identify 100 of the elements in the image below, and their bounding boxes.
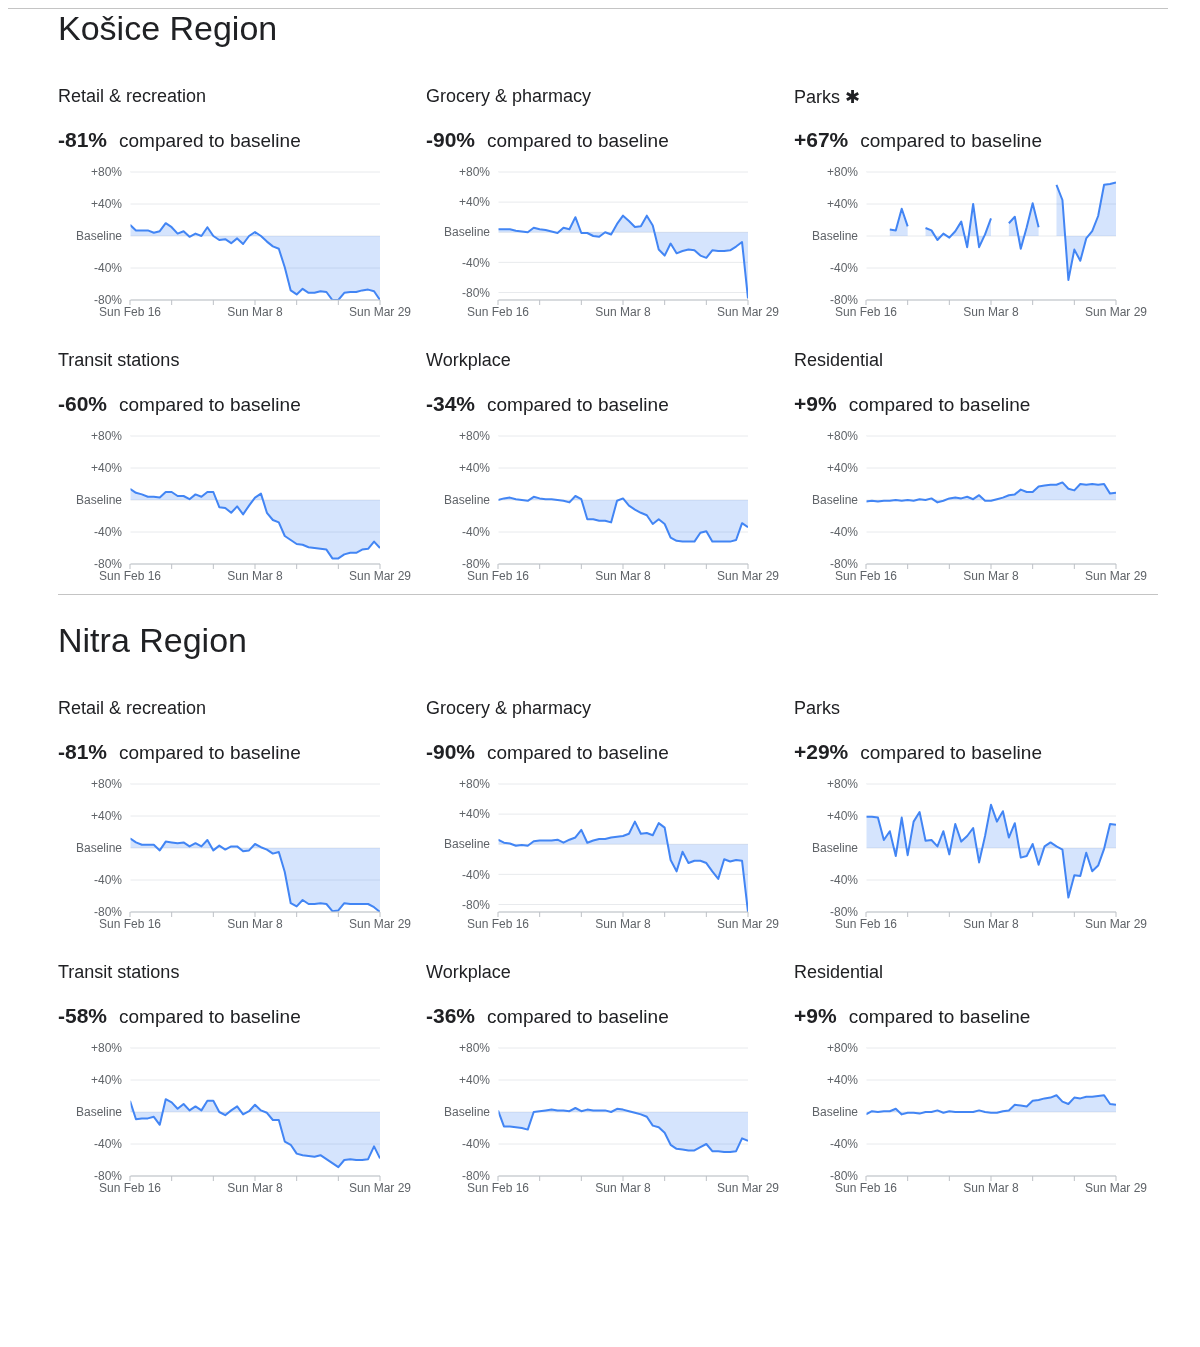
- chart-subtitle: -81% compared to baseline: [58, 740, 301, 763]
- x-tick-label: Sun Mar 29: [1084, 304, 1148, 319]
- x-tick-label: Sun Mar 8: [227, 916, 284, 931]
- y-tick-label: +40%: [90, 1073, 123, 1088]
- y-tick-label: Baseline: [443, 837, 491, 852]
- y-tick-label: +80%: [826, 165, 859, 180]
- y-tick-label: +40%: [458, 195, 491, 210]
- x-tick-label: Sun Mar 8: [227, 1180, 284, 1195]
- x-tick-label: Sun Mar 29: [348, 1180, 412, 1195]
- y-tick-label: +80%: [826, 429, 859, 444]
- y-tick-label: +40%: [458, 461, 491, 476]
- chart-title: Parks ✱: [794, 86, 862, 109]
- x-tick-label: Sun Mar 8: [595, 916, 652, 931]
- chart-title: Residential: [794, 962, 885, 984]
- text: Košice Region: [58, 9, 279, 48]
- text: Nitra Region: [58, 621, 248, 660]
- x-tick-label: Sun Mar 8: [963, 916, 1020, 931]
- y-tick-label: +40%: [458, 1073, 491, 1088]
- x-tick-label: Sun Mar 29: [716, 1180, 780, 1195]
- chart-title: Retail & recreation: [58, 86, 208, 108]
- x-tick-label: Sun Mar 8: [963, 568, 1020, 583]
- y-tick-label: Baseline: [443, 493, 491, 508]
- chart-subtitle: +9% compared to baseline: [794, 1004, 1031, 1027]
- chart-title: Grocery & pharmacy: [426, 86, 593, 108]
- y-tick-label: Baseline: [75, 1105, 123, 1120]
- y-tick-label: Baseline: [75, 841, 123, 856]
- chart-subtitle: -58% compared to baseline: [58, 1004, 301, 1027]
- x-tick-label: Sun Mar 29: [348, 568, 412, 583]
- chart-subtitle: +9% compared to baseline: [794, 392, 1031, 415]
- chart-subtitle: -90% compared to baseline: [426, 740, 669, 763]
- y-tick-label: Baseline: [811, 229, 859, 244]
- y-tick-label: Baseline: [443, 1105, 491, 1120]
- chart-subtitle: -34% compared to baseline: [426, 392, 669, 415]
- x-tick-label: Sun Mar 29: [1084, 568, 1148, 583]
- y-tick-label: -80%: [461, 285, 491, 300]
- y-tick-label: +80%: [826, 777, 859, 792]
- y-tick-label: -40%: [829, 525, 859, 540]
- x-tick-label: Sun Mar 8: [595, 568, 652, 583]
- x-tick-label: Sun Mar 29: [716, 916, 780, 931]
- y-tick-label: +40%: [90, 461, 123, 476]
- y-tick-label: +40%: [826, 1073, 859, 1088]
- y-tick-label: Baseline: [75, 229, 123, 244]
- chart-title: Transit stations: [58, 350, 181, 372]
- y-tick-label: -40%: [829, 873, 859, 888]
- y-tick-label: +40%: [90, 197, 123, 212]
- y-tick-label: +40%: [826, 197, 859, 212]
- x-tick-label: Sun Mar 8: [595, 304, 652, 319]
- chart-subtitle: -36% compared to baseline: [426, 1004, 669, 1027]
- y-tick-label: +40%: [826, 809, 859, 824]
- y-tick-label: +80%: [90, 429, 123, 444]
- y-tick-label: +80%: [90, 165, 123, 180]
- chart-title: Workplace: [426, 350, 512, 372]
- y-tick-label: -40%: [829, 1137, 859, 1152]
- x-tick-label: Sun Mar 8: [227, 304, 284, 319]
- chart-title: Transit stations: [58, 962, 181, 984]
- x-tick-label: Sun Mar 29: [1084, 1180, 1148, 1195]
- y-tick-label: -40%: [461, 255, 491, 270]
- y-tick-label: +80%: [90, 777, 123, 792]
- x-tick-label: Sun Mar 29: [1084, 916, 1148, 931]
- y-tick-label: +80%: [458, 1041, 491, 1056]
- chart-subtitle: -60% compared to baseline: [58, 392, 301, 415]
- x-tick-label: Sun Mar 8: [963, 304, 1020, 319]
- y-tick-label: +80%: [826, 1041, 859, 1056]
- y-tick-label: -40%: [829, 261, 859, 276]
- y-tick-label: +80%: [458, 165, 491, 180]
- x-tick-label: Sun Mar 29: [716, 568, 780, 583]
- y-tick-label: +40%: [458, 807, 491, 822]
- y-tick-label: +80%: [458, 429, 491, 444]
- x-tick-label: Sun Mar 8: [227, 568, 284, 583]
- chart-subtitle: +67% compared to baseline: [794, 128, 1042, 151]
- y-tick-label: Baseline: [811, 493, 859, 508]
- y-tick-label: Baseline: [811, 1105, 859, 1120]
- y-tick-label: -40%: [461, 525, 491, 540]
- x-tick-label: Sun Feb 16: [466, 916, 530, 931]
- y-tick-label: +40%: [826, 461, 859, 476]
- x-tick-label: Sun Mar 8: [595, 1180, 652, 1195]
- x-tick-label: Sun Mar 29: [348, 916, 412, 931]
- chart-title: Residential: [794, 350, 885, 372]
- y-tick-label: -40%: [93, 261, 123, 276]
- x-tick-label: Sun Mar 29: [348, 304, 412, 319]
- chart-title: Grocery & pharmacy: [426, 698, 593, 720]
- chart-title: Workplace: [426, 962, 512, 984]
- y-tick-label: +40%: [90, 809, 123, 824]
- x-tick-label: Sun Feb 16: [466, 304, 530, 319]
- x-tick-label: Sun Mar 8: [963, 1180, 1020, 1195]
- y-tick-label: -80%: [461, 897, 491, 912]
- y-tick-label: +80%: [90, 1041, 123, 1056]
- chart-title: Parks: [794, 698, 841, 720]
- y-tick-label: Baseline: [811, 841, 859, 856]
- x-tick-label: Sun Mar 29: [716, 304, 780, 319]
- chart-title: Retail & recreation: [58, 698, 208, 720]
- y-tick-label: -40%: [93, 1137, 123, 1152]
- chart-subtitle: +29% compared to baseline: [794, 740, 1042, 763]
- y-tick-label: -40%: [93, 525, 123, 540]
- y-tick-label: -40%: [93, 873, 123, 888]
- y-tick-label: +80%: [458, 777, 491, 792]
- chart-subtitle: -90% compared to baseline: [426, 128, 669, 151]
- y-tick-label: -40%: [461, 1137, 491, 1152]
- y-tick-label: -40%: [461, 867, 491, 882]
- y-tick-label: Baseline: [443, 225, 491, 240]
